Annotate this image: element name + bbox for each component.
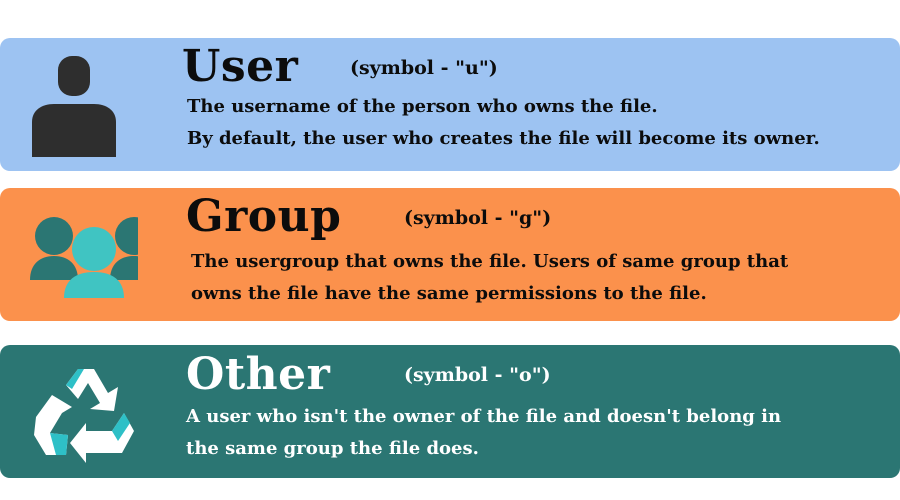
group-card: Group (symbol - "g") The usergroup that … bbox=[0, 188, 900, 321]
other-title: Other bbox=[186, 349, 331, 400]
user-symbol: (symbol - "u") bbox=[350, 57, 498, 79]
user-card: User (symbol - "u") The username of the … bbox=[0, 38, 900, 171]
group-symbol: (symbol - "g") bbox=[404, 207, 552, 229]
other-description-line: A user who isn't the owner of the file a… bbox=[186, 406, 782, 427]
person-icon bbox=[26, 52, 138, 157]
other-description-line: the same group the file does. bbox=[186, 438, 479, 459]
user-description-line: By default, the user who creates the fil… bbox=[187, 128, 820, 149]
group-description-line: The usergroup that owns the file. Users … bbox=[191, 251, 789, 272]
other-card: Other (symbol - "o") A user who isn't th… bbox=[0, 345, 900, 478]
other-description: A user who isn't the owner of the file a… bbox=[186, 401, 781, 465]
user-description-line: The username of the person who owns the … bbox=[187, 96, 658, 117]
recycle-icon bbox=[26, 359, 138, 464]
group-title: Group bbox=[186, 191, 342, 242]
group-description-line: owns the file have the same permissions … bbox=[191, 283, 707, 304]
group-description: The usergroup that owns the file. Users … bbox=[191, 246, 788, 310]
people-group-icon bbox=[26, 202, 138, 307]
user-title: User bbox=[182, 41, 299, 92]
user-description: The username of the person who owns the … bbox=[187, 91, 820, 155]
other-symbol: (symbol - "o") bbox=[404, 364, 551, 386]
